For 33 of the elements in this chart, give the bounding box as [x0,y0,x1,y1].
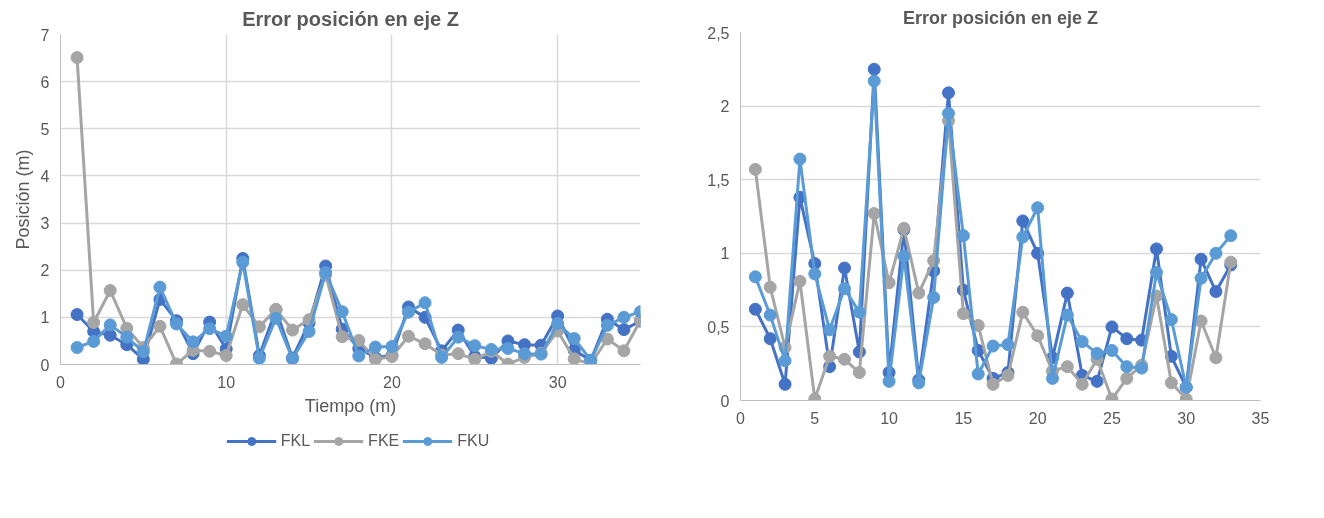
legend-label: FKE [368,431,400,450]
y-tick-label: 2,5 [707,24,730,42]
y-tick-label: 3 [40,215,50,233]
y-tick-label: 5 [40,120,50,138]
y-tick-label: 1 [720,245,730,263]
legend-label: FKL [280,431,311,450]
y-tick-label: 0 [720,392,730,410]
chart-title: Error posición en eje Z [902,7,1099,28]
legend-label: FKU [457,431,490,450]
y-tick-label: 2 [720,98,730,116]
y-axis-title: Posición (m) [12,149,33,250]
x-tick-label: 30 [1177,409,1196,427]
x-tick-label: 0 [736,409,746,427]
y-tick-label: 0 [40,356,50,374]
y-tick-label: 4 [40,167,50,185]
x-tick-label: 10 [217,373,236,391]
y-tick-label: 0,5 [707,318,730,336]
y-tick-label: 7 [40,26,50,44]
y-tick-label: 2 [40,262,50,280]
chart-title: Error posición en eje Z [242,7,459,30]
x-axis-title: Tiempo (m) [304,395,397,416]
x-tick-label: 20 [1028,409,1047,427]
x-tick-label: 0 [56,373,66,391]
x-tick-label: 35 [1251,409,1270,427]
x-tick-label: 20 [383,373,401,391]
x-tick-label: 25 [1103,409,1121,427]
y-tick-label: 1,5 [707,171,730,189]
y-tick-label: 6 [40,73,50,91]
y-tick-label: 1 [40,309,50,327]
x-tick-label: 5 [810,409,820,427]
x-tick-label: 10 [880,409,899,427]
x-tick-label: 30 [548,373,567,391]
x-tick-label: 15 [954,409,973,427]
